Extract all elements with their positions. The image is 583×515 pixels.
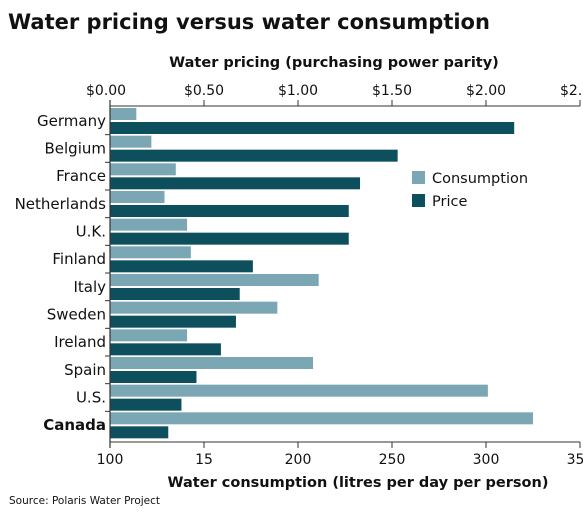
category-label: Italy bbox=[73, 278, 106, 296]
legend-swatch bbox=[412, 194, 425, 207]
consumption-bar bbox=[110, 357, 314, 369]
category-label: U.K. bbox=[76, 223, 106, 241]
bottom-axis-title: Water consumption (litres per day per pe… bbox=[168, 475, 549, 491]
bottom-tick-label: 300 bbox=[473, 452, 500, 468]
top-tick-label: $2.00 bbox=[466, 83, 506, 99]
price-bar bbox=[110, 205, 349, 217]
top-tick-label: $0.50 bbox=[184, 83, 224, 99]
price-bar bbox=[110, 260, 253, 273]
top-axis-ticks: $0.00 $0.50 $1.00 $1.50 $2.00 $2.50 bbox=[86, 83, 583, 106]
category-label: Netherlands bbox=[15, 195, 107, 213]
category-label: Belgium bbox=[45, 140, 107, 158]
price-bar bbox=[110, 426, 169, 439]
top-tick-label: $0.00 bbox=[86, 83, 126, 99]
consumption-bar bbox=[110, 218, 188, 231]
consumption-bar bbox=[110, 384, 488, 397]
category-label: Ireland bbox=[54, 333, 106, 351]
category-label: Finland bbox=[52, 250, 106, 268]
bottom-axis-ticks: 100 15 200 250 300 350 bbox=[97, 442, 583, 468]
bottom-tick-label: 250 bbox=[379, 452, 406, 468]
top-tick-label: $2.50 bbox=[560, 83, 583, 99]
legend-label: Consumption bbox=[432, 171, 528, 187]
price-bar bbox=[110, 177, 361, 190]
chart-title: Water pricing versus water consumption bbox=[8, 10, 490, 34]
category-label: Canada bbox=[43, 416, 106, 434]
price-bar bbox=[110, 343, 221, 356]
price-bar bbox=[110, 122, 515, 134]
bottom-tick-label: 350 bbox=[567, 452, 583, 468]
price-bar bbox=[110, 288, 240, 300]
legend-label: Price bbox=[432, 194, 467, 210]
consumption-bar bbox=[110, 246, 191, 259]
consumption-bar bbox=[110, 108, 137, 120]
top-tick-label: $1.00 bbox=[278, 83, 318, 99]
source-note: Source: Polaris Water Project bbox=[9, 495, 160, 507]
price-bar bbox=[110, 371, 197, 383]
consumption-bar bbox=[110, 163, 176, 176]
category-label: Sweden bbox=[47, 306, 106, 324]
category-label: Spain bbox=[64, 361, 106, 379]
top-axis-title: Water pricing (purchasing power parity) bbox=[169, 55, 499, 71]
legend-swatch bbox=[412, 171, 425, 184]
bars bbox=[110, 108, 533, 439]
price-bar bbox=[110, 232, 349, 245]
price-bar bbox=[110, 149, 398, 162]
top-tick-label: $1.50 bbox=[372, 83, 412, 99]
consumption-bar bbox=[110, 412, 533, 425]
consumption-bar bbox=[110, 301, 278, 314]
category-labels: Germany Belgium France Netherlands U.K. Finla… bbox=[15, 112, 107, 434]
bottom-tick-label: 200 bbox=[285, 452, 312, 468]
price-bar bbox=[110, 315, 236, 328]
consumption-bar bbox=[110, 135, 152, 148]
category-label: Germany bbox=[37, 112, 106, 130]
consumption-bar bbox=[110, 329, 188, 342]
category-label: U.S. bbox=[76, 389, 106, 407]
consumption-bar bbox=[110, 191, 165, 203]
axis-lines bbox=[105, 100, 580, 448]
category-label: France bbox=[56, 167, 106, 185]
bottom-tick-label: 100 bbox=[97, 452, 124, 468]
legend: Consumption Price bbox=[412, 171, 528, 210]
price-bar bbox=[110, 398, 182, 411]
consumption-bar bbox=[110, 274, 319, 286]
bottom-tick-label: 15 bbox=[195, 452, 213, 468]
